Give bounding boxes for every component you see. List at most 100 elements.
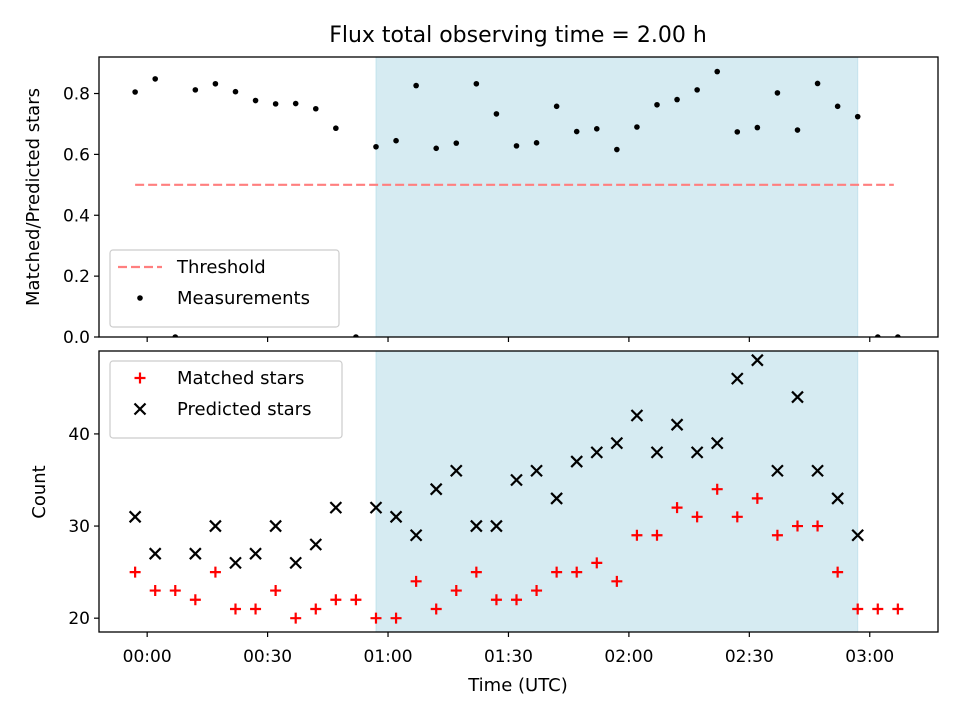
matched-stars-point — [791, 520, 803, 532]
measurements-point — [473, 80, 480, 87]
matched-stars-point — [410, 575, 422, 587]
measurements-point — [654, 101, 660, 108]
matched-stars-point — [470, 566, 482, 578]
predicted-stars-point — [450, 464, 463, 478]
top-y-tick-label: 0.8 — [63, 85, 90, 105]
top-observing-window — [375, 56, 859, 338]
measurements-point — [252, 97, 259, 104]
measurements-point — [614, 146, 620, 153]
measurements-point — [634, 124, 640, 130]
measurements-point — [272, 101, 279, 107]
measurements-point — [172, 334, 179, 337]
predicted-stars-point — [510, 473, 523, 487]
top-y-tick-label: 0.2 — [63, 267, 90, 287]
predicted-stars-point — [731, 372, 744, 385]
predicted-stars-point — [530, 464, 543, 478]
predicted-stars-point — [831, 492, 844, 505]
predicted-stars-point — [710, 436, 724, 450]
matched-stars-point — [189, 594, 201, 606]
matched-stars-point — [651, 529, 663, 541]
measurements-point — [754, 124, 761, 131]
top-y-axis-label: Matched/Predicted stars — [23, 88, 44, 306]
predicted-stars-point — [309, 538, 323, 551]
predicted-stars-point — [670, 418, 684, 431]
matched-stars-point — [270, 585, 282, 597]
bottom-x-tick-label: 01:00 — [364, 647, 413, 667]
matched-stars-point — [812, 520, 824, 532]
matched-stars-point — [350, 594, 362, 606]
measurements-point — [333, 125, 339, 132]
predicted-stars-point — [630, 409, 644, 422]
measurements-point — [714, 68, 721, 75]
measurements-point — [814, 80, 821, 87]
bottom-x-tick-label: 02:30 — [725, 647, 774, 667]
matched-stars-point — [250, 603, 262, 615]
bottom-axes-frame — [98, 350, 939, 633]
measurements-point — [433, 145, 440, 152]
matched-stars-point — [771, 529, 783, 541]
predicted-stars-point — [369, 501, 383, 514]
measurements-point — [794, 127, 801, 133]
matched-stars-point — [129, 566, 141, 578]
bottom-x-tick-label: 02:00 — [604, 647, 653, 667]
bottom-legend-swatch — [133, 402, 147, 416]
matched-stars-point — [892, 603, 904, 615]
measurements-point — [674, 96, 680, 103]
measurements-point — [694, 87, 700, 93]
predicted-stars-point — [650, 446, 664, 459]
matched-stars-point — [691, 511, 703, 523]
chart-title: Flux total observing time = 2.00 h — [329, 23, 707, 48]
measurements-point — [232, 88, 239, 95]
top-axes-frame — [98, 56, 939, 338]
top-y-tick-label: 0.4 — [63, 206, 90, 226]
measurements-point — [493, 111, 500, 117]
measurements-point — [132, 89, 138, 95]
measurements-point — [393, 137, 399, 144]
measurements-point — [895, 334, 901, 337]
top-legend: Threshold Measurements — [109, 249, 340, 328]
measurements-point — [152, 76, 159, 82]
bottom-panel: 20 30 40 00:00 00:30 01:00 01:30 02:00 02:30 03:0… — [68, 350, 939, 667]
matched-stars-point — [209, 566, 221, 578]
matched-stars-point — [290, 612, 302, 624]
measurements-point — [353, 334, 359, 337]
predicted-stars-point — [249, 547, 262, 560]
top-legend-box — [109, 249, 340, 328]
matched-stars-point — [751, 492, 763, 504]
bottom-x-tick-label: 01:30 — [484, 647, 533, 667]
measurements-point — [834, 103, 841, 110]
measurements-point — [312, 105, 319, 112]
matched-stars-point — [852, 603, 864, 615]
matched-stars-point — [149, 585, 161, 597]
matched-stars-point — [229, 603, 241, 615]
matched-stars-point — [832, 566, 844, 578]
predicted-stars-point — [470, 519, 483, 533]
bottom-legend-label: Predicted stars — [177, 399, 311, 420]
measurements-point — [593, 126, 600, 132]
predicted-stars-point — [269, 519, 282, 533]
predicted-stars-point — [771, 464, 784, 478]
matched-stars-point — [631, 529, 643, 541]
predicted-stars-point — [409, 528, 423, 542]
measurements-point — [874, 334, 881, 337]
matched-stars-point — [310, 603, 322, 615]
predicted-stars-point — [570, 455, 583, 468]
matched-stars-point — [490, 594, 502, 606]
matched-stars-point — [370, 612, 382, 624]
x-axis-label: Time (UTC) — [467, 675, 568, 696]
predicted-stars-point — [229, 556, 242, 570]
top-data-layer — [132, 68, 901, 337]
top-panel: 0.0 0.2 0.4 0.6 0.8 Threshold Measurements — [63, 56, 939, 348]
predicted-stars-point — [329, 501, 343, 514]
bottom-data-layer — [128, 353, 904, 624]
measurements-point — [453, 140, 460, 146]
bottom-y-tick-label: 40 — [68, 425, 90, 445]
top-legend-swatch — [137, 295, 143, 301]
matched-stars-point — [430, 603, 442, 615]
measurements-point — [413, 82, 419, 89]
matched-stars-point — [571, 566, 583, 578]
measurements-point — [292, 100, 299, 107]
matched-stars-point — [169, 585, 181, 597]
predicted-stars-point — [490, 519, 503, 533]
measurements-point — [513, 143, 520, 149]
